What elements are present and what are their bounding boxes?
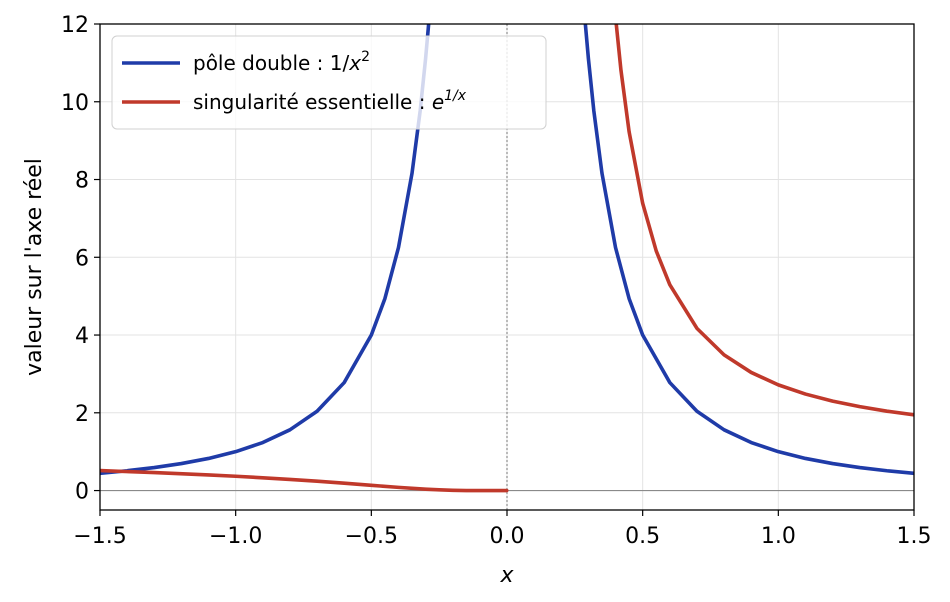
- x-axis-ticks: −1.5 −1.0 −0.5 0.0 0.5 1.0 1.5: [73, 510, 932, 549]
- y-tick-label: 8: [75, 169, 89, 194]
- x-tick-label: −1.5: [73, 524, 126, 549]
- x-tick-label: 0.0: [490, 524, 525, 549]
- y-tick-label: 0: [75, 480, 89, 505]
- y-tick-label: 6: [75, 246, 89, 271]
- x-axis-label: x: [499, 563, 514, 588]
- x-tick-label: 1.0: [761, 524, 796, 549]
- y-axis-label: valeur sur l'axe réel: [22, 158, 47, 376]
- series-line-1: [614, 24, 914, 417]
- legend-label-0: pôle double : 1/x2: [193, 49, 370, 75]
- y-tick-label: 12: [61, 13, 89, 38]
- y-tick-label: 10: [61, 91, 89, 116]
- y-tick-label: 2: [75, 402, 89, 427]
- legend-label-1: singularité essentielle : e1/x: [193, 88, 467, 114]
- legend: pôle double : 1/x2 singularité essentiell…: [111, 35, 547, 130]
- y-tick-label: 4: [75, 324, 89, 349]
- legend-box: [111, 35, 547, 130]
- x-tick-label: −0.5: [345, 524, 398, 549]
- plot-area: [100, 24, 914, 493]
- y-axis-ticks: 0 2 4 6 8 10 12: [61, 13, 100, 505]
- series-line-1: [100, 468, 509, 493]
- series-line-0: [100, 24, 431, 476]
- series-line-0: [583, 24, 914, 476]
- x-tick-label: −1.0: [209, 524, 262, 549]
- x-tick-label: 0.5: [625, 524, 660, 549]
- x-tick-label: 1.5: [897, 524, 932, 549]
